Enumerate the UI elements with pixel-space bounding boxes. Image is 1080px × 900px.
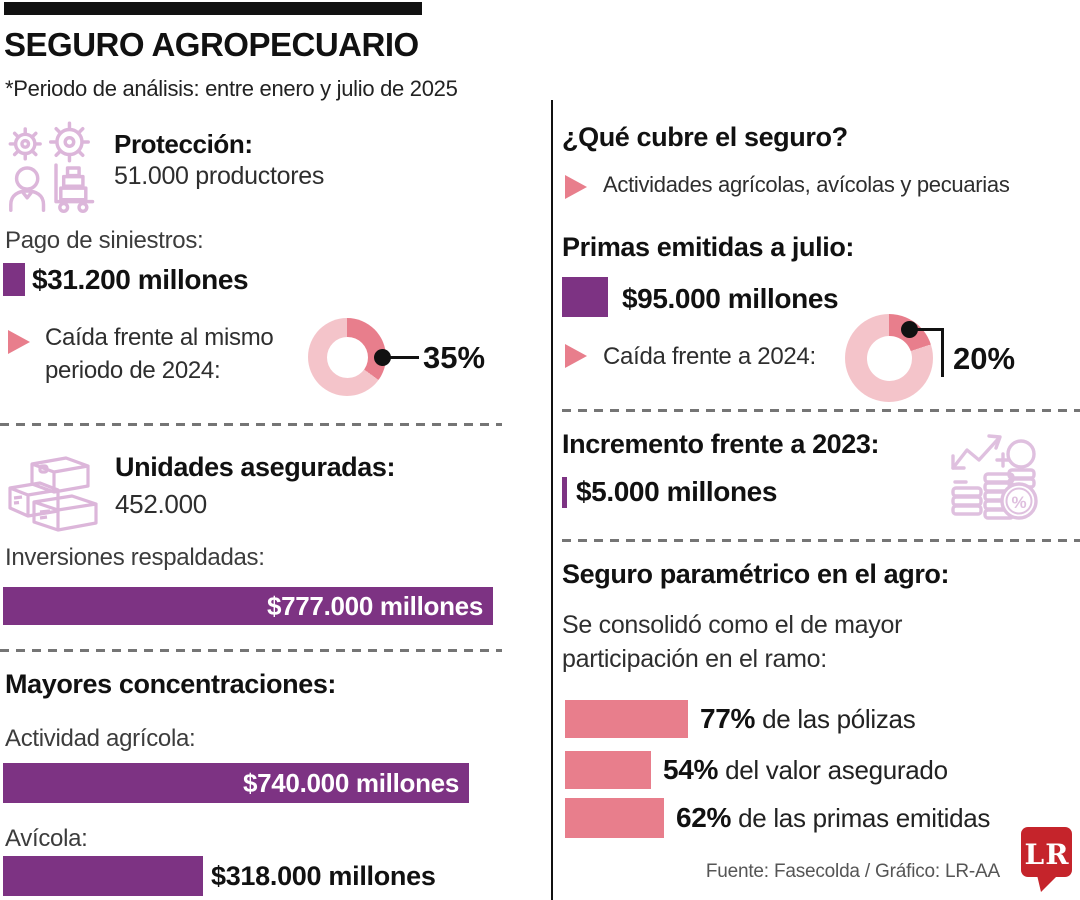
parametrico-bar-row-2: 54% del valor asegurado xyxy=(565,751,948,789)
agricola-label: Actividad agrícola: xyxy=(5,725,196,752)
proteccion-label: Protección: xyxy=(114,129,253,159)
unidades-label: Unidades aseguradas: xyxy=(115,452,396,482)
donut-20-callout-line-h xyxy=(916,328,944,331)
cobertura-item: Actividades agrícolas, avícolas y pecuar… xyxy=(603,172,1010,197)
producers-gears-icon xyxy=(8,121,95,213)
siniestros-value: $31.200 millones xyxy=(32,264,249,295)
incremento-tick xyxy=(562,477,567,508)
caida-35-label: Caída frente al mismo periodo de 2024: xyxy=(45,324,274,384)
concentraciones-title: Mayores concentraciones: xyxy=(5,669,337,699)
donut-35-marker-dot xyxy=(374,349,391,366)
donut-20-value-label: 20% xyxy=(953,341,1016,376)
cobertura-arrow-icon xyxy=(565,175,587,199)
inversiones-bar: $777.000 millones xyxy=(3,587,493,625)
donut-20-marker-dot xyxy=(901,321,918,338)
parametrico-bar-row-3: 62% de las primas emitidas xyxy=(565,798,990,838)
incremento-title: Incremento frente a 2023: xyxy=(562,429,880,459)
column-divider xyxy=(551,100,553,900)
lr-logo-text: LR xyxy=(1025,838,1070,871)
parametrico-bar-valor xyxy=(565,751,651,789)
parametrico-desc: Se consolidó como el de mayor participac… xyxy=(562,611,903,673)
avicola-bar-row: $318.000 millones xyxy=(3,856,436,896)
donut-35-callout-line xyxy=(389,356,419,359)
source-credit: Fuente: Fasecolda / Gráfico: LR-AA xyxy=(705,861,1000,882)
avicola-label: Avícola: xyxy=(5,825,88,852)
svg-text:%: % xyxy=(1011,493,1026,512)
parametrico-bar-row-1: 77% de las pólizas xyxy=(565,700,916,738)
caida-20-arrow-icon xyxy=(565,344,587,368)
agricola-bar: $740.000 millones xyxy=(3,763,469,803)
primas-bullet-square xyxy=(562,277,608,317)
donut-hole xyxy=(326,336,368,378)
parametrico-bar-label-1: 77% de las pólizas xyxy=(700,703,916,734)
donut-chart-siniestros-35 xyxy=(308,318,386,396)
page-title: SEGURO AGROPECUARIO xyxy=(4,26,419,63)
lr-logo: LR xyxy=(1021,827,1072,892)
coins-growth-icon: % xyxy=(951,434,1038,520)
parametrico-bar-label-2: 54% del valor asegurado xyxy=(663,754,948,785)
parametrico-bar-polizas xyxy=(565,700,688,738)
agricola-value: $740.000 millones xyxy=(242,767,459,798)
avicola-value: $318.000 millones xyxy=(211,860,436,891)
parametrico-title: Seguro paramétrico en el agro: xyxy=(562,559,950,589)
divider-right-2 xyxy=(562,539,1080,542)
divider-left-1 xyxy=(0,423,502,426)
primas-value: $95.000 millones xyxy=(622,283,839,314)
insured-boxes-icon xyxy=(8,456,98,532)
avicola-bar xyxy=(3,856,203,896)
siniestros-label: Pago de siniestros: xyxy=(5,227,204,254)
proteccion-value: 51.000 productores xyxy=(114,162,325,190)
cobertura-title: ¿Qué cubre el seguro? xyxy=(562,122,848,152)
donut-35-value-label: 35% xyxy=(423,340,486,375)
caida-20-label: Caída frente a 2024: xyxy=(603,343,816,370)
divider-right-1 xyxy=(562,409,1080,412)
inversiones-value: $777.000 millones xyxy=(266,590,483,621)
caida-35-arrow-icon xyxy=(8,330,30,354)
title-rule xyxy=(4,2,422,15)
divider-left-2 xyxy=(0,649,502,652)
parametrico-bar-primas xyxy=(565,798,664,838)
primas-title: Primas emitidas a julio: xyxy=(562,232,855,262)
unidades-value: 452.000 xyxy=(115,489,207,519)
donut-20-callout-line-v xyxy=(941,328,944,377)
period-note: *Periodo de análisis: entre enero y juli… xyxy=(5,76,458,101)
donut-hole xyxy=(866,335,912,381)
incremento-value: $5.000 millones xyxy=(576,476,778,507)
parametrico-bar-label-3: 62% de las primas emitidas xyxy=(676,802,991,833)
inversiones-label: Inversiones respaldadas: xyxy=(5,544,265,571)
siniestros-bullet-square xyxy=(3,263,25,296)
